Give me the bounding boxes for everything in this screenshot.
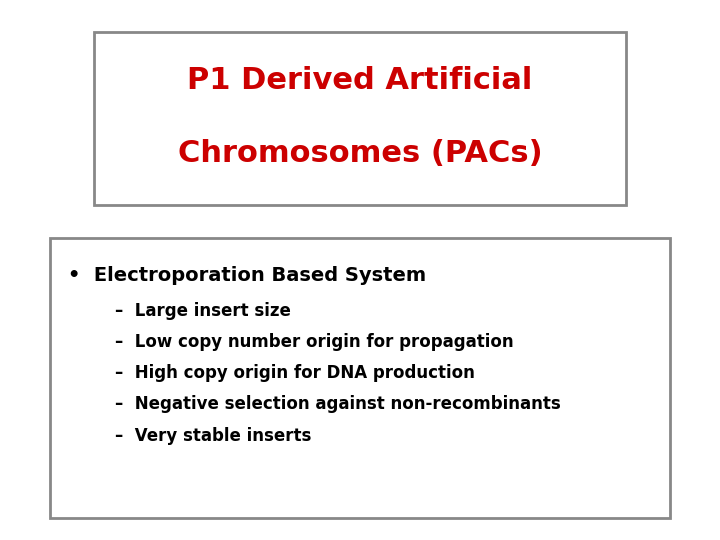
Text: Chromosomes (PACs): Chromosomes (PACs)	[178, 139, 542, 168]
Text: –  Large insert size: – Large insert size	[115, 301, 291, 320]
FancyBboxPatch shape	[94, 32, 626, 205]
Text: •  Electroporation Based System: • Electroporation Based System	[68, 266, 426, 285]
Text: –  Negative selection against non-recombinants: – Negative selection against non-recombi…	[115, 395, 561, 414]
Text: P1 Derived Artificial: P1 Derived Artificial	[187, 66, 533, 96]
FancyBboxPatch shape	[50, 238, 670, 518]
Text: –  High copy origin for DNA production: – High copy origin for DNA production	[115, 364, 475, 382]
Text: –  Very stable inserts: – Very stable inserts	[115, 427, 312, 445]
Text: –  Low copy number origin for propagation: – Low copy number origin for propagation	[115, 333, 514, 351]
